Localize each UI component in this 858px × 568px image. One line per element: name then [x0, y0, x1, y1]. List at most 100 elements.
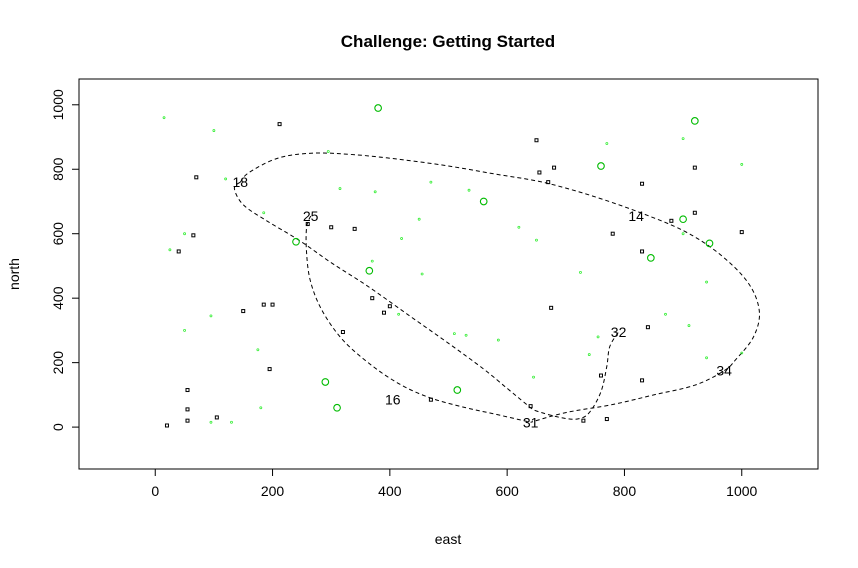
y-tick-label: 0: [50, 423, 66, 431]
point-black-square: [537, 170, 542, 175]
point-green-dot: [705, 280, 708, 284]
point-green-dot: [183, 329, 186, 332]
point-green-dot: [681, 232, 685, 236]
point-green-dot: [168, 248, 172, 252]
plot-frame: [78, 78, 819, 470]
point-black-square: [581, 418, 586, 423]
point-black-square: [387, 304, 392, 309]
point-black-square: [176, 249, 181, 254]
point-green-dot: [687, 324, 691, 327]
point-black-square: [645, 325, 650, 330]
point-label: 14: [628, 208, 644, 224]
point-green-dot: [373, 190, 377, 194]
point-green-dot: [262, 211, 266, 215]
y-axis-label: north: [6, 258, 22, 290]
chart-title: Challenge: Getting Started: [341, 32, 555, 51]
point-green-dot: [326, 150, 330, 153]
point-green-dot: [740, 351, 744, 355]
point-black-square: [352, 226, 357, 231]
point-labels: 18 25 14 32 34 16 31: [233, 174, 733, 430]
point-black-square: [185, 407, 190, 412]
point-black-square: [185, 418, 190, 423]
y-tick-label: 800: [50, 157, 66, 181]
point-green-dot: [209, 314, 213, 318]
point-black-square: [164, 423, 169, 428]
y-tick-label: 200: [50, 351, 66, 375]
point-green-dot: [517, 225, 521, 229]
point-green-dot: [397, 312, 401, 316]
point-black-square: [214, 415, 219, 420]
tour-path: [305, 215, 531, 423]
tour-path: [233, 181, 620, 420]
point-green-dot: [183, 232, 186, 236]
point-green-dot: [467, 188, 471, 192]
point-label: 18: [233, 174, 249, 190]
point-black-square: [552, 165, 557, 170]
point-green-dot: [420, 272, 424, 276]
point-green-dot: [605, 142, 609, 145]
point-green-dot: [338, 187, 342, 190]
point-black-square: [329, 225, 334, 230]
x-tick-label: 200: [261, 483, 285, 499]
point-black-square: [340, 330, 345, 335]
point-black-square: [185, 388, 190, 393]
x-tick-label: 600: [495, 483, 519, 499]
x-tick-label: 1000: [726, 483, 757, 499]
point-green-circle: [453, 386, 462, 394]
x-axis: 0 200 400 600 800 1000: [151, 468, 758, 499]
point-green-circle: [321, 378, 330, 386]
point-black-square: [191, 233, 196, 238]
point-black-square: [305, 222, 310, 227]
point-black-square: [640, 181, 645, 186]
point-black-square: [241, 309, 246, 314]
point-label: 32: [611, 324, 627, 340]
point-black-square: [640, 378, 645, 383]
x-tick-label: 400: [378, 483, 402, 499]
point-green-circle: [365, 266, 374, 275]
point-green-circle: [646, 254, 655, 262]
point-green-circle: [679, 215, 687, 224]
point-label: 34: [716, 363, 732, 379]
point-green-dot: [259, 406, 263, 410]
point-green-circle: [705, 239, 714, 248]
point-black-square: [692, 165, 697, 170]
point-black-square: [534, 138, 539, 143]
y-tick-label: 1000: [50, 89, 66, 120]
y-tick-label: 600: [50, 222, 66, 246]
point-black-square: [267, 367, 272, 372]
point-black-square: [528, 404, 533, 409]
point-green-dot: [740, 163, 744, 166]
point-green-dot: [429, 180, 433, 184]
x-tick-label: 0: [151, 483, 159, 499]
x-axis-label: east: [435, 531, 462, 547]
point-black-square: [604, 417, 609, 422]
point-green-circle: [374, 104, 382, 112]
point-green-dot: [579, 270, 582, 274]
point-black-square: [610, 231, 615, 236]
point-green-dot: [224, 177, 228, 181]
point-green-dot: [596, 335, 600, 339]
x-tick-label: 800: [613, 483, 637, 499]
point-green-dot: [400, 237, 403, 240]
point-green-dot: [587, 353, 591, 356]
point-green-dot: [370, 259, 374, 263]
point-green-dot: [535, 238, 538, 242]
point-black-square: [739, 230, 744, 235]
point-black-square: [428, 397, 433, 402]
point-green-dot: [464, 333, 468, 337]
y-tick-label: 400: [50, 286, 66, 310]
point-green-dot: [532, 375, 535, 379]
point-black-square: [261, 302, 266, 307]
point-green-dot: [162, 116, 166, 120]
point-black-square: [194, 175, 199, 180]
point-black-square: [546, 180, 551, 185]
point-black-square: [381, 310, 386, 315]
point-green-dot: [256, 348, 260, 352]
point-green-dot: [681, 137, 685, 141]
point-black-square: [549, 305, 554, 310]
point-black-square: [640, 249, 645, 254]
point-green-dot: [212, 129, 216, 132]
point-green-dot: [664, 312, 667, 316]
point-black-square: [669, 218, 674, 223]
